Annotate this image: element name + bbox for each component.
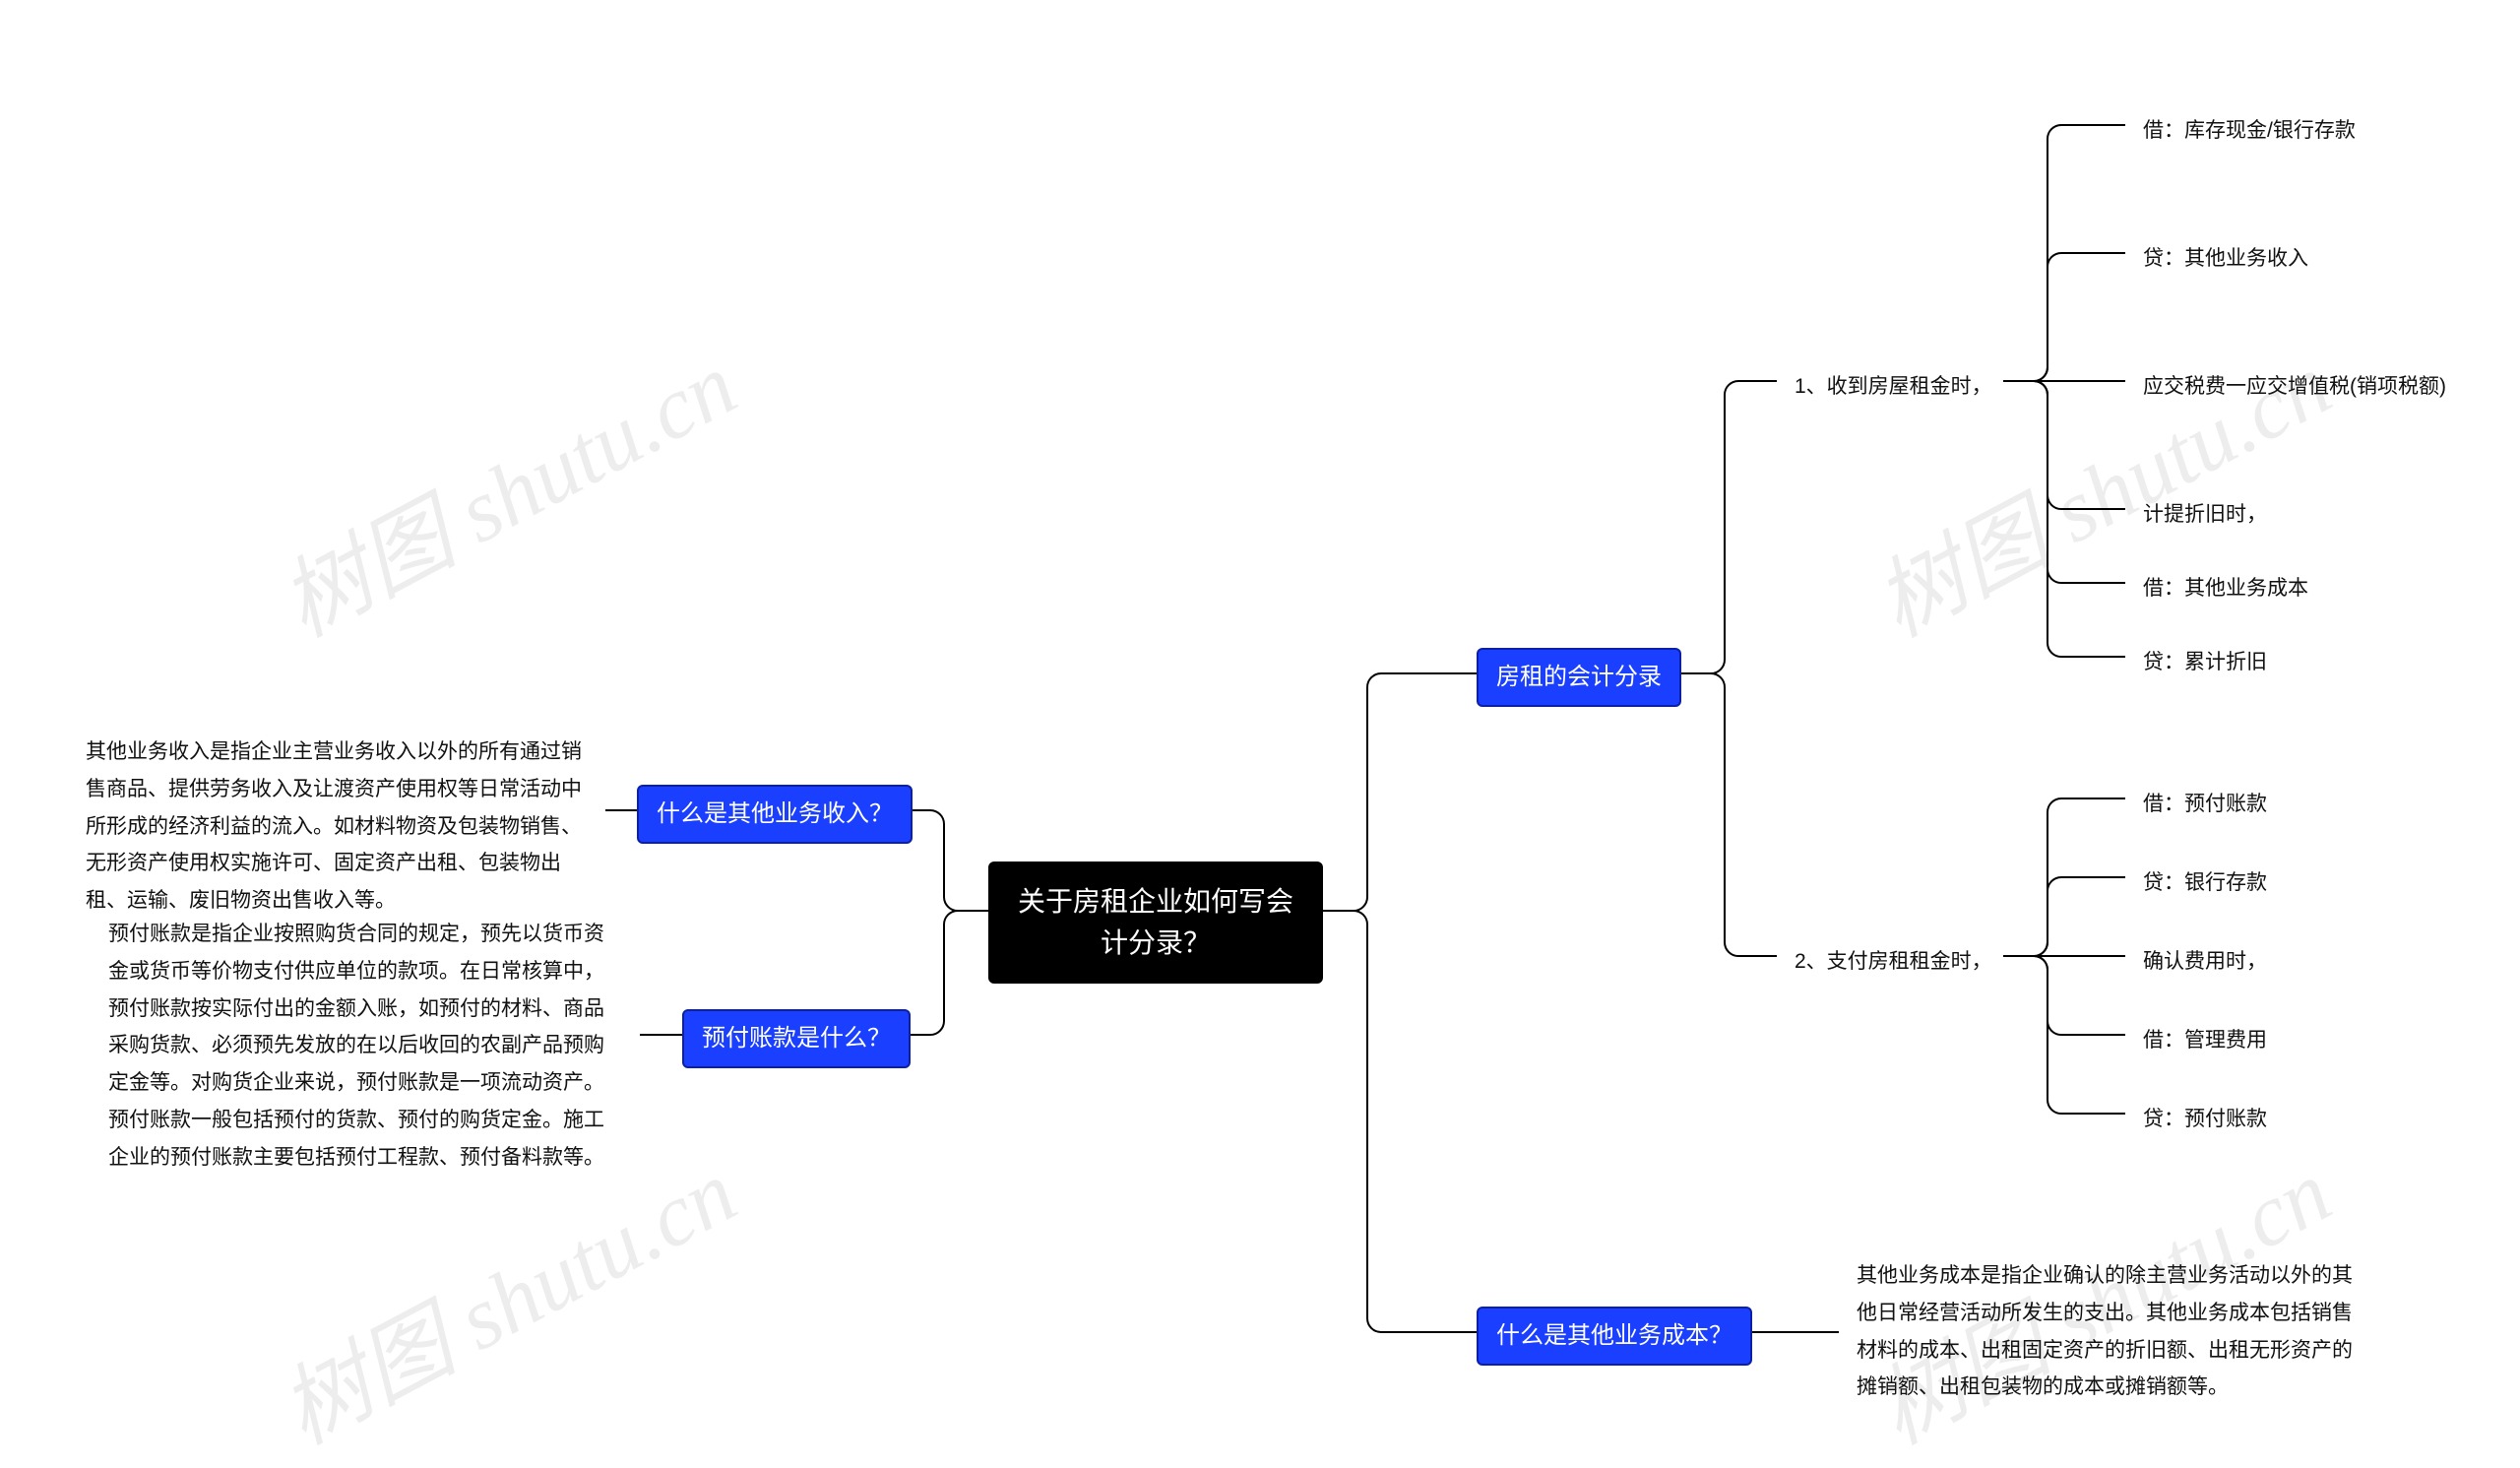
node-prepaid[interactable]: 预付账款是什么？ bbox=[682, 1009, 911, 1068]
leaf-pay-2: 贷：银行存款 bbox=[2125, 858, 2285, 909]
leaf-pay-4: 借：管理费用 bbox=[2125, 1015, 2285, 1066]
watermark: 树图 shutu.cn bbox=[255, 314, 754, 661]
desc-other-cost: 其他业务成本是指企业确认的除主营业务活动以外的其他日常经营活动所发生的支出。其他… bbox=[1839, 1247, 2386, 1416]
leaf-pay-3: 确认费用时， bbox=[2125, 936, 2285, 988]
leaf-receive-2: 贷：其他业务收入 bbox=[2125, 233, 2326, 285]
desc-prepaid: 预付账款是指企业按照购货合同的规定，预先以货币资金或货币等价物支付供应单位的款项… bbox=[91, 906, 640, 1186]
leaf-receive-5: 借：其他业务成本 bbox=[2125, 563, 2326, 614]
leaf-pay-1: 借：预付账款 bbox=[2125, 779, 2285, 830]
leaf-pay-5: 贷：预付账款 bbox=[2125, 1094, 2285, 1145]
desc-other-income: 其他业务收入是指企业主营业务收入以外的所有通过销售商品、提供劳务收入及让渡资产使… bbox=[68, 724, 605, 929]
node-rent-entries[interactable]: 房租的会计分录 bbox=[1477, 648, 1681, 707]
leaf-receive-4: 计提折旧时， bbox=[2125, 489, 2285, 541]
node-other-cost[interactable]: 什么是其他业务成本？ bbox=[1477, 1307, 1752, 1366]
subnode-receive-rent[interactable]: 1、收到房屋租金时， bbox=[1777, 361, 2010, 413]
subnode-pay-rent[interactable]: 2、支付房租租金时， bbox=[1777, 936, 2010, 988]
leaf-receive-3: 应交税费一应交增值税(销项税额) bbox=[2125, 361, 2464, 413]
mindmap-root[interactable]: 关于房租企业如何写会计分录？ bbox=[988, 862, 1323, 984]
leaf-receive-6: 贷：累计折旧 bbox=[2125, 637, 2285, 688]
node-other-income[interactable]: 什么是其他业务收入？ bbox=[637, 785, 913, 844]
leaf-receive-1: 借：库存现金/银行存款 bbox=[2125, 105, 2373, 157]
